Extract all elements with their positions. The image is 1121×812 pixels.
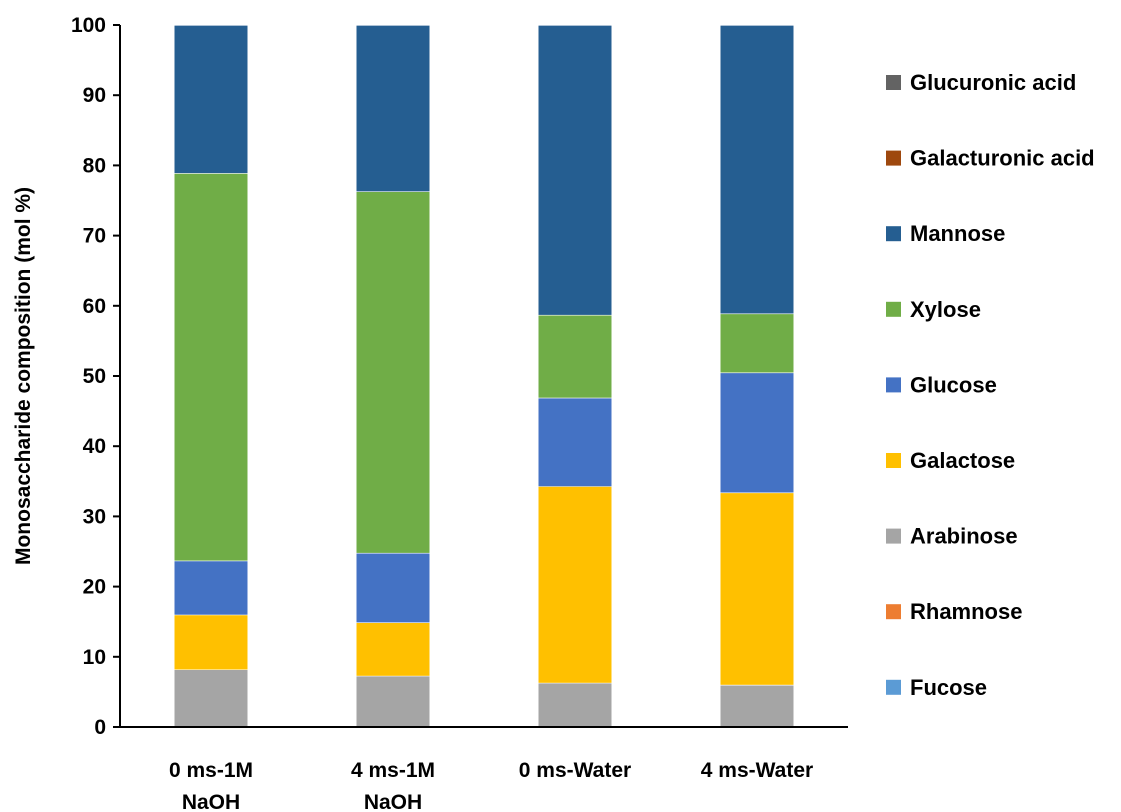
y-tick-label: 20	[83, 576, 106, 599]
y-tick-label: 70	[83, 225, 106, 248]
legend-swatch-mannose	[886, 226, 901, 242]
y-tick-label: 30	[83, 505, 106, 528]
bar-glucose-2	[356, 552, 430, 623]
x-labels-group: 0 ms-1M NaOH 4 ms-1M NaOH 0 ms-Water 4 ms-Wat…	[169, 759, 813, 812]
bar-glucose-4	[720, 372, 794, 493]
legend-label-fucose: Fucose	[910, 675, 987, 700]
bar-galactose-2	[356, 622, 430, 676]
y-tick-label: 80	[83, 154, 106, 177]
y-tick-label: 40	[83, 435, 106, 458]
bar-mannose-3	[538, 25, 612, 315]
y-axis-title: Monosaccharide composition (mol %)	[12, 187, 35, 565]
x-category-label: 4 ms-Water	[701, 759, 813, 782]
y-tick-label: 60	[83, 295, 106, 318]
bar-galactose-1	[174, 614, 248, 670]
x-category-label: NaOH	[364, 791, 422, 812]
legend-swatch-glucuronic-acid	[886, 75, 901, 90]
legend-swatch-galactose	[886, 453, 901, 468]
legend-label-glucose: Glucose	[910, 372, 997, 397]
x-category-label: 0 ms-1M	[169, 759, 253, 782]
legend-swatch-glucose	[886, 377, 901, 393]
bar-arabinose-2	[356, 675, 430, 727]
bar-galactose-3	[538, 486, 612, 683]
bar-xylose-3	[538, 314, 612, 398]
legend-swatch-arabinose	[886, 528, 901, 544]
bar-glucose-1	[174, 560, 248, 615]
x-category-label: NaOH	[182, 791, 240, 812]
legend-swatch-fucose	[886, 679, 901, 695]
bars-group	[174, 24, 794, 727]
legend: Glucuronic acid Galacturonic acid Mannose X…	[886, 70, 1095, 700]
bar-xylose-2	[356, 191, 430, 553]
bar-mannose-1	[174, 25, 248, 174]
bar-mannose-4	[720, 25, 794, 314]
y-tick-label: 0	[94, 716, 106, 739]
legend-label-rhamnose: Rhamnose	[910, 599, 1022, 624]
y-tick-label: 100	[71, 14, 106, 37]
y-tick-label: 10	[83, 646, 106, 669]
bar-arabinose-3	[538, 682, 612, 727]
legend-label-xylose: Xylose	[910, 297, 981, 322]
x-category-label: 0 ms-Water	[519, 759, 631, 782]
y-ticks-group: 0 10 20 30 40 50 60 70 80 90 100	[71, 14, 120, 739]
legend-label-mannose: Mannose	[910, 221, 1005, 246]
bar-galactose-4	[720, 492, 794, 685]
legend-label-glucuronic-acid: Glucuronic acid	[910, 70, 1076, 95]
y-tick-label: 90	[83, 84, 106, 107]
legend-swatch-rhamnose	[886, 604, 901, 620]
x-category-label: 4 ms-1M	[351, 759, 435, 782]
legend-label-galacturonic-acid: Galacturonic acid	[910, 146, 1095, 171]
legend-swatch-xylose	[886, 301, 901, 317]
legend-swatch-galacturonic-acid	[886, 150, 901, 166]
bar-arabinose-1	[174, 669, 248, 727]
bar-xylose-1	[174, 173, 248, 561]
y-tick-label: 50	[83, 365, 106, 388]
bar-mannose-2	[356, 25, 430, 192]
bar-xylose-4	[720, 313, 794, 373]
legend-label-arabinose: Arabinose	[910, 524, 1018, 549]
bar-glucose-3	[538, 397, 612, 487]
bar-arabinose-4	[720, 684, 794, 727]
legend-label-galactose: Galactose	[910, 448, 1015, 473]
